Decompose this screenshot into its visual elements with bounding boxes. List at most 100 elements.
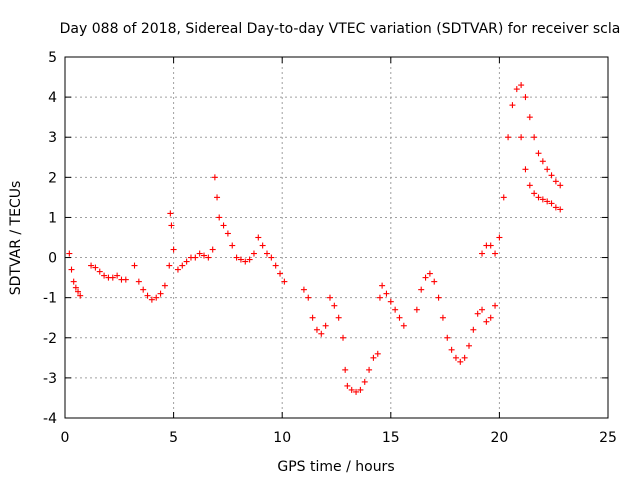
- data-point: [281, 278, 288, 285]
- data-point: [157, 290, 164, 297]
- data-point: [548, 200, 555, 207]
- data-point: [557, 182, 564, 189]
- data-point: [518, 134, 525, 141]
- y-tick-label: 3: [48, 130, 57, 146]
- data-point: [426, 270, 433, 277]
- data-point: [526, 182, 533, 189]
- data-point: [487, 242, 494, 249]
- data-point: [196, 250, 203, 257]
- data-point: [379, 282, 386, 289]
- data-point: [161, 282, 168, 289]
- x-axis-label: GPS time / hours: [277, 459, 394, 475]
- data-point: [522, 94, 529, 101]
- data-point: [140, 286, 147, 293]
- data-point: [88, 262, 95, 269]
- data-point: [431, 278, 438, 285]
- y-tick-label: 1: [48, 210, 57, 226]
- data-point: [216, 214, 223, 221]
- data-point: [326, 294, 333, 301]
- x-tick-label: 10: [273, 430, 291, 446]
- data-point: [114, 272, 121, 279]
- data-point: [505, 134, 512, 141]
- tick-layer: 0 5 10 15 20 25 -4 -3 -2 -1 0 1 2 3 4 5: [43, 50, 617, 446]
- data-point: [526, 114, 533, 121]
- y-tick-label: 0: [48, 251, 57, 267]
- data-point: [122, 276, 129, 283]
- data-point: [479, 250, 486, 257]
- data-point: [413, 306, 420, 313]
- data-point: [344, 382, 351, 389]
- data-point: [500, 194, 507, 201]
- data-point: [444, 334, 451, 341]
- data-point: [183, 258, 190, 265]
- data-point: [318, 330, 325, 337]
- data-point: [387, 298, 394, 305]
- data-point: [135, 278, 142, 285]
- data-point: [255, 234, 262, 241]
- data-point: [313, 326, 320, 333]
- data-point: [168, 222, 175, 229]
- data-point: [366, 366, 373, 373]
- data-point: [465, 342, 472, 349]
- x-tick-label: 25: [599, 430, 617, 446]
- data-point: [277, 270, 284, 277]
- data-point: [522, 166, 529, 173]
- data-point: [474, 310, 481, 317]
- data-point: [400, 322, 407, 329]
- data-point: [300, 286, 307, 293]
- data-point: [492, 302, 499, 309]
- data-point: [509, 102, 516, 109]
- data-point: [531, 134, 538, 141]
- data-point: [335, 314, 342, 321]
- data-point: [214, 194, 221, 201]
- data-point: [496, 234, 503, 241]
- data-point: [77, 292, 84, 299]
- data-point: [166, 262, 173, 269]
- data-point: [348, 386, 355, 393]
- data-point: [552, 178, 559, 185]
- x-tick-label: 20: [490, 430, 508, 446]
- data-point: [418, 286, 425, 293]
- data-point: [479, 306, 486, 313]
- data-point: [448, 346, 455, 353]
- data-point: [535, 150, 542, 157]
- data-point: [144, 292, 151, 299]
- y-tick-label: 4: [48, 90, 57, 106]
- data-point: [483, 318, 490, 325]
- grid-layer: [65, 57, 608, 418]
- data-point: [539, 196, 546, 203]
- data-point: [376, 294, 383, 301]
- data-point: [513, 86, 520, 93]
- data-point: [342, 366, 349, 373]
- data-point: [148, 296, 155, 303]
- data-point: [383, 290, 390, 297]
- y-tick-label: -4: [43, 411, 57, 427]
- data-point: [353, 388, 360, 395]
- data-point: [370, 354, 377, 361]
- data-point: [233, 254, 240, 261]
- data-point: [96, 268, 103, 275]
- data-point: [131, 262, 138, 269]
- data-point: [68, 266, 75, 273]
- data-point: [259, 242, 266, 249]
- data-point: [357, 386, 364, 393]
- data-point: [167, 210, 174, 217]
- data-point: [66, 250, 73, 257]
- chart-title: Day 088 of 2018, Sidereal Day-to-day VTE…: [60, 21, 621, 37]
- data-point: [263, 250, 270, 257]
- data-point: [250, 250, 257, 257]
- data-point: [205, 254, 212, 261]
- data-point: [209, 246, 216, 253]
- y-tick-label: 2: [48, 170, 57, 186]
- data-point: [531, 190, 538, 197]
- data-point: [268, 254, 275, 261]
- data-point: [272, 262, 279, 269]
- data-point: [452, 354, 459, 361]
- data-point: [396, 314, 403, 321]
- data-point: [422, 274, 429, 281]
- y-axis-label: SDTVAR / TECUs: [8, 181, 24, 296]
- data-point: [109, 274, 116, 281]
- data-point: [544, 198, 551, 205]
- x-tick-label: 15: [382, 430, 400, 446]
